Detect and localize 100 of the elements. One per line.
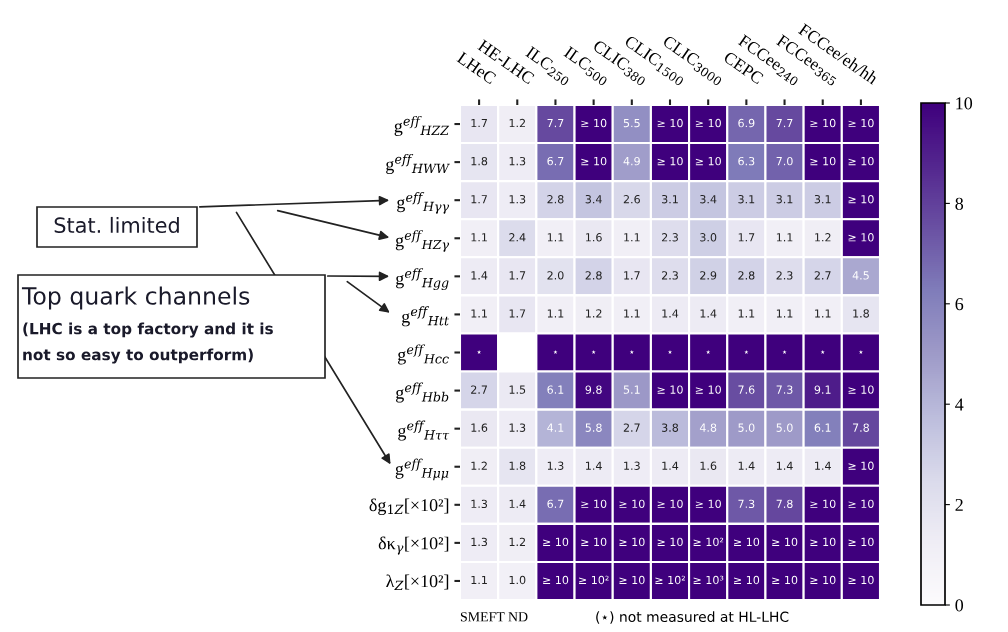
data-label: 7.8 [852,423,869,432]
data-label: 1.7 [509,309,526,318]
text: (LHC is a top factory and it is [23,322,273,338]
data-label: 1.7 [471,195,487,204]
data-label: 3.1 [738,195,755,204]
data-label: ≥ 10 [657,537,683,547]
data-label: 1.6 [586,233,602,242]
data-label: 2.9 [700,271,717,280]
color-bar-label: 6 [955,298,964,311]
data-label: ⋆ [782,349,787,354]
data-label: 1.4 [509,499,526,508]
data-label: ≥ 10 [619,499,645,509]
data-label: 1.4 [471,271,488,280]
data-label: ≥ 10 [543,575,569,585]
data-label: 1.4 [776,461,793,470]
data-label: 4.5 [852,271,869,280]
data-label: 2.7 [814,271,831,280]
data-label: 1.7 [471,119,487,128]
data-label: ≥ 10 [848,499,874,509]
y-tick-label: g$^{eff}$$_{HZγ}$ [395,230,450,252]
data-label: 3.0 [700,233,717,242]
data-label: 1.8 [509,461,526,470]
data-label: 5.1 [623,385,640,394]
y-tick-label: g$^{eff}$$_{Hcc}$ [398,344,449,365]
data-label: ⋆ [706,349,711,354]
data-label: 7.8 [776,499,793,509]
y-tick-label: g$^{eff}$$_{HWW}$ [386,153,450,175]
data-label: 1.3 [509,156,526,166]
data-label: 5.0 [738,423,755,432]
data-label: 1.4 [586,461,602,470]
data-label: 2.7 [471,385,487,394]
data-label: 7.7 [547,119,564,128]
data-label: 2.3 [776,271,793,280]
data-label: 1.7 [738,233,755,242]
data-label: 1.1 [547,233,564,242]
color-bar-label: 2 [955,498,963,511]
data-label: ≥ 10 [848,195,874,204]
data-label: 1.1 [547,309,564,318]
data-label: 9.8 [585,385,602,394]
data-label: 1.6 [700,461,717,470]
data-label: 7.6 [738,385,755,394]
data-label: ≥ 10 [657,499,683,509]
data-label: ≥ 10 [848,233,874,242]
data-label: 2.6 [623,195,640,204]
data-label: ≥ 10 [734,537,760,547]
data-label: 1.2 [471,461,487,470]
data-label: 1.1 [776,309,793,318]
data-label: ≥ 10² [693,537,724,547]
data-label: 1.1 [624,233,640,242]
y-tick-label: g$^{eff}$$_{Hbb}$ [396,382,449,403]
data-label: ≥ 10 [695,499,721,509]
data-label: 6.7 [547,499,564,509]
data-label: 1.1 [738,309,755,318]
data-label: 3.4 [700,195,717,204]
data-label: ≥ 10 [848,461,874,470]
text: Stat. limited [54,216,179,234]
data-label: 2.3 [661,271,678,280]
data-label: ≥ 10 [581,499,607,509]
data-label: 7.3 [738,499,755,509]
y-tick-label: δg$_{1Z}$[×10²] [369,498,449,515]
data-label: ≥ 10² [655,575,686,585]
data-label: ≥ 10 [810,537,836,547]
data-label: ≥ 10 [657,156,683,166]
data-label: 6.1 [814,423,831,432]
data-label: 1.7 [624,271,640,280]
data-label: ≥ 10 [810,156,836,166]
color-bar-label: 4 [955,398,964,411]
data-label: ⋆ [629,349,634,354]
data-label: ⋆ [476,349,482,354]
data-label: 9.1 [814,385,831,394]
data-label: ≥ 10 [810,575,836,585]
data-label: 1.8 [853,309,869,318]
data-label: ≥ 10 [581,118,607,128]
data-label: 3.1 [662,195,678,204]
data-label: ⋆ [744,349,749,354]
data-label: 1.8 [471,156,488,166]
data-label: ⋆ [591,349,596,354]
text: Top quark channels [21,286,250,310]
data-label: 1.3 [624,461,640,470]
data-label: 1.4 [815,461,831,470]
data-label: 3.1 [776,195,793,204]
data-label: 2.0 [547,271,564,280]
data-label: 1.3 [509,423,526,432]
data-label: 5.5 [623,119,640,128]
data-label: 3.8 [662,423,679,432]
data-label: 7.3 [776,385,793,394]
data-label: ≥ 10 [619,575,645,585]
data-label: ≥ 10 [657,385,683,394]
data-label: 1.2 [509,118,525,128]
data-label: ≥ 10 [695,156,721,166]
color-bar-label: 8 [955,197,964,210]
text: (⋆) not measured at HL-LHC [596,611,789,624]
data-label: ⋆ [667,349,673,354]
data-label: ≥ 10 [543,537,569,547]
y-tick-label: g$^{eff}$$_{Htt}$ [401,306,450,327]
data-label: ≥ 10 [810,499,836,509]
data-label: ≥ 10 [848,575,874,585]
data-label: 1.1 [471,309,487,318]
data-label: 3.4 [585,195,602,204]
color-bar-label: 10 [956,97,973,110]
